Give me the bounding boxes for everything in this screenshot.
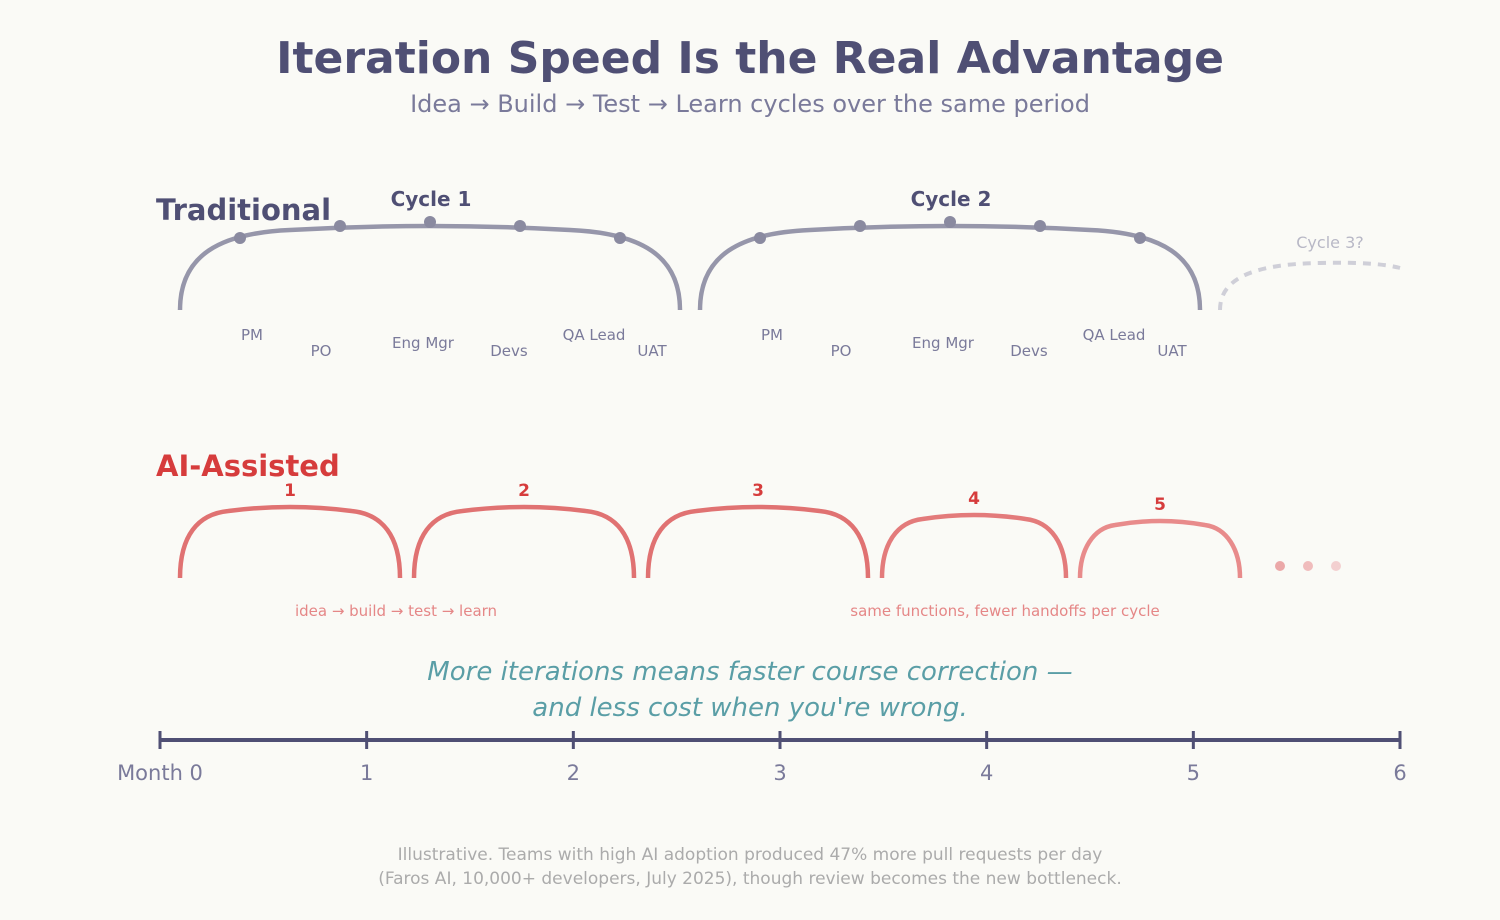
- ellipsis-dot: [1275, 561, 1285, 571]
- handoff-dot: [944, 216, 956, 228]
- callout-line-1: More iterations means faster course corr…: [427, 657, 1072, 687]
- role-label: Eng Mgr: [912, 334, 975, 352]
- role-label: PO: [311, 342, 332, 360]
- ai-assisted-label: AI-Assisted: [156, 449, 340, 483]
- footnote-line-2: (Faros AI, 10,000+ developers, July 2025…: [378, 869, 1121, 889]
- ai-cycle-number: 4: [968, 489, 980, 509]
- ellipsis-dot: [1303, 561, 1313, 571]
- axis-tick-label: 3: [773, 761, 786, 785]
- ai-cycle-1-arc: [177, 504, 403, 579]
- ai-cycle-2-arc: [411, 504, 637, 579]
- ai-cycle-number: 3: [752, 481, 764, 501]
- traditional-cycle-2-arc: [697, 223, 1203, 311]
- handoff-dot: [234, 232, 246, 244]
- handoff-dot: [614, 232, 626, 244]
- role-label: PM: [241, 326, 263, 344]
- handoff-dot: [1134, 232, 1146, 244]
- handoff-dot: [754, 232, 766, 244]
- axis-tick-label: Month 0: [117, 761, 203, 785]
- axis-tick-label: 2: [567, 761, 580, 785]
- ai-cycle-number: 2: [518, 481, 530, 501]
- ellipsis-dot: [1331, 561, 1341, 571]
- role-label: QA Lead: [563, 326, 626, 344]
- role-label: Devs: [1010, 342, 1048, 360]
- axis-tick-label: 5: [1187, 761, 1200, 785]
- axis-tick-label: 1: [360, 761, 373, 785]
- role-label: PO: [831, 342, 852, 360]
- page-title: Iteration Speed Is the Real Advantage: [276, 33, 1224, 84]
- cycle-1-label: Cycle 1: [391, 187, 472, 211]
- traditional-cycle-1-arc: [177, 223, 683, 311]
- role-label: Eng Mgr: [392, 334, 455, 352]
- axis-tick-label: 6: [1393, 761, 1406, 785]
- ai-cycle-5-arc: [1077, 518, 1243, 579]
- ai-cycle-4-arc: [879, 512, 1069, 579]
- role-label: PM: [761, 326, 783, 344]
- role-label: Devs: [490, 342, 528, 360]
- role-label: UAT: [637, 342, 667, 360]
- ai-note-right: same functions, fewer handoffs per cycle: [850, 602, 1159, 620]
- ai-cycle-number: 5: [1154, 495, 1166, 515]
- cycle-3-dashed-arc: [1218, 260, 1401, 311]
- traditional-label: Traditional: [156, 193, 331, 227]
- ai-cycle-number: 1: [284, 481, 296, 501]
- handoff-dot: [334, 220, 346, 232]
- cycle-2-label: Cycle 2: [911, 187, 992, 211]
- handoff-dot: [1034, 220, 1046, 232]
- ai-note-left: idea → build → test → learn: [295, 602, 497, 620]
- footnote-line-1: Illustrative. Teams with high AI adoptio…: [398, 845, 1103, 865]
- handoff-dot: [514, 220, 526, 232]
- role-label: UAT: [1157, 342, 1187, 360]
- callout-line-2: and less cost when you're wrong.: [532, 693, 967, 723]
- ai-cycle-3-arc: [645, 504, 871, 579]
- role-label: QA Lead: [1083, 326, 1146, 344]
- cycle-3-label: Cycle 3?: [1296, 233, 1363, 252]
- handoff-dot: [854, 220, 866, 232]
- page-subtitle: Idea → Build → Test → Learn cycles over …: [410, 90, 1090, 118]
- handoff-dot: [424, 216, 436, 228]
- axis-tick-label: 4: [980, 761, 993, 785]
